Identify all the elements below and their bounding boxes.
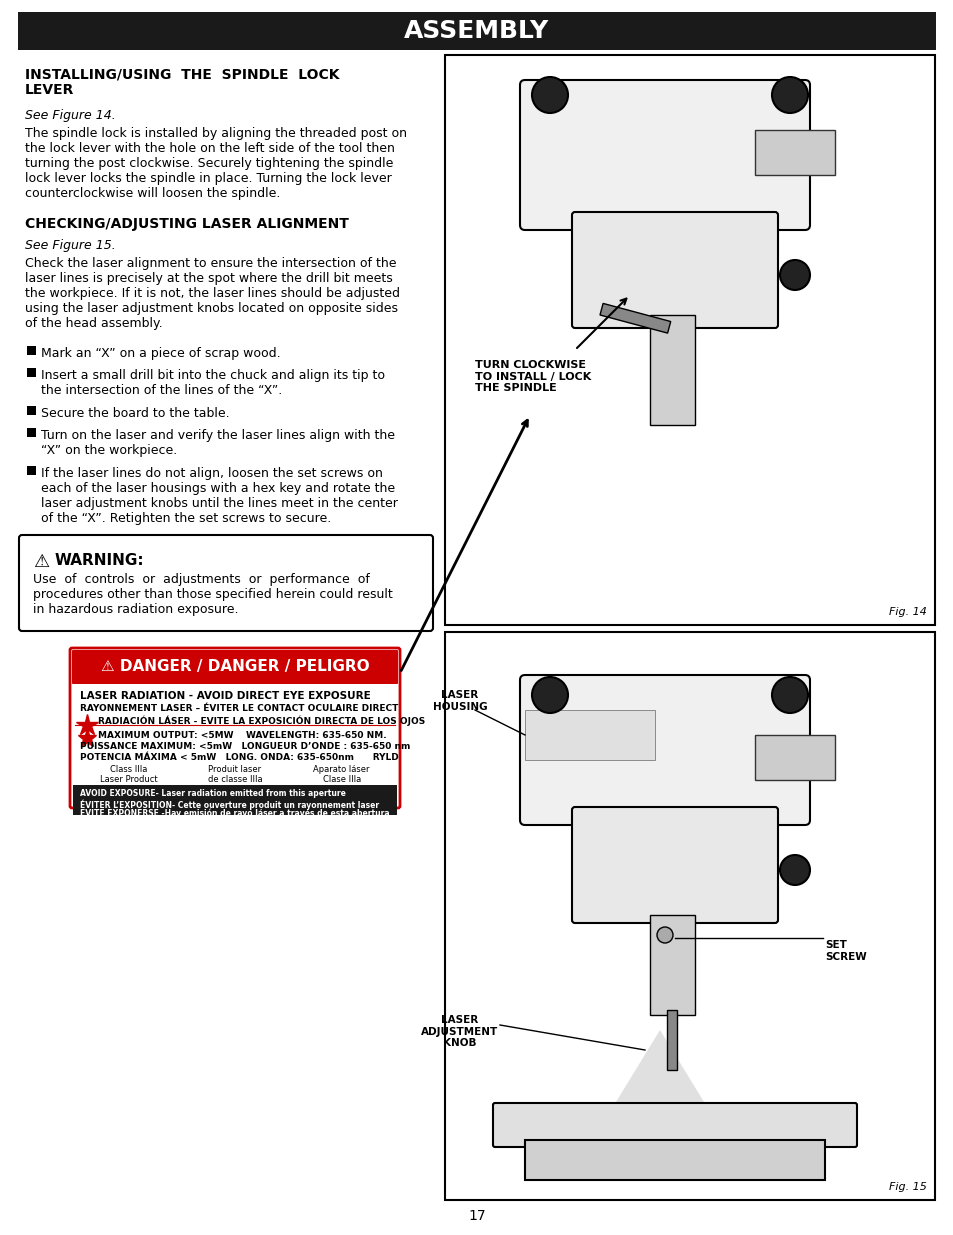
Bar <box>27 429 36 437</box>
FancyBboxPatch shape <box>572 212 778 329</box>
Text: LASER RADIATION - AVOID DIRECT EYE EXPOSURE: LASER RADIATION - AVOID DIRECT EYE EXPOS… <box>80 692 371 701</box>
Text: SET
SCREW: SET SCREW <box>824 940 866 962</box>
Text: POTENCIA MÁXIMA < 5mW   LONG. ONDA: 635-650nm      RYLD: POTENCIA MÁXIMA < 5mW LONG. ONDA: 635-65… <box>80 753 398 762</box>
Bar <box>666 1010 677 1070</box>
Bar <box>524 710 655 760</box>
Text: EVITE EXPONERSE -Hay emisión de rayo láser a través de esta abertura: EVITE EXPONERSE -Hay emisión de rayo lás… <box>80 809 389 819</box>
Text: PUISSANCE MAXIMUM: <5mW   LONGUEUR D’ONDE : 635‑650 nm: PUISSANCE MAXIMUM: <5mW LONGUEUR D’ONDE … <box>80 742 410 751</box>
Bar <box>444 56 934 625</box>
FancyBboxPatch shape <box>519 80 809 230</box>
Bar <box>27 346 36 354</box>
Text: ⚠ DANGER / DANGER / PELIGRO: ⚠ DANGER / DANGER / PELIGRO <box>101 658 369 673</box>
Text: LASER
HOUSING: LASER HOUSING <box>433 690 487 711</box>
Bar <box>73 785 396 815</box>
Circle shape <box>780 261 809 290</box>
Text: The spindle lock is installed by aligning the threaded post on
the lock lever wi: The spindle lock is installed by alignin… <box>25 127 407 200</box>
FancyBboxPatch shape <box>70 648 399 808</box>
Text: Mark an “X” on a piece of scrap wood.: Mark an “X” on a piece of scrap wood. <box>41 347 280 359</box>
Polygon shape <box>604 1030 714 1120</box>
Text: Use  of  controls  or  adjustments  or  performance  of
procedures other than th: Use of controls or adjustments or perfor… <box>33 573 393 616</box>
Bar <box>649 915 695 1015</box>
Text: Aparato láser: Aparato láser <box>314 764 370 774</box>
Bar <box>524 1140 824 1179</box>
Text: RADIACIÓN LÁSER - EVITE LA EXPOSICIÓN DIRECTA DE LOS OJOS: RADIACIÓN LÁSER - EVITE LA EXPOSICIÓN DI… <box>98 715 425 725</box>
Text: See Figure 14.: See Figure 14. <box>25 109 115 122</box>
Text: RAYONNEMENT LASER – ÉVITER LE CONTACT OCULAIRE DIRECT: RAYONNEMENT LASER – ÉVITER LE CONTACT OC… <box>80 704 398 713</box>
Text: LASER
ADJUSTMENT
KNOB: LASER ADJUSTMENT KNOB <box>421 1015 498 1049</box>
FancyBboxPatch shape <box>519 676 809 825</box>
Text: Insert a small drill bit into the chuck and align its tip to
the intersection of: Insert a small drill bit into the chuck … <box>41 369 385 396</box>
Circle shape <box>771 677 807 713</box>
Text: INSTALLING/USING  THE  SPINDLE  LOCK
LEVER: INSTALLING/USING THE SPINDLE LOCK LEVER <box>25 67 339 98</box>
Circle shape <box>657 927 672 944</box>
Text: ⚠: ⚠ <box>33 553 49 571</box>
FancyBboxPatch shape <box>19 535 433 631</box>
Text: Class IIIa: Class IIIa <box>110 764 147 774</box>
Text: MAXIMUM OUTPUT: <5MW    WAVELENGTH: 635-650 NM.: MAXIMUM OUTPUT: <5MW WAVELENGTH: 635-650… <box>98 731 386 740</box>
Text: Fig. 14: Fig. 14 <box>888 606 926 618</box>
Bar <box>27 406 36 415</box>
Text: Laser Product: Laser Product <box>99 776 157 784</box>
Text: ASSEMBLY: ASSEMBLY <box>404 19 549 43</box>
Circle shape <box>771 77 807 112</box>
Bar <box>27 466 36 475</box>
FancyBboxPatch shape <box>572 806 778 923</box>
Text: de classe IIIa: de classe IIIa <box>208 776 262 784</box>
Circle shape <box>780 855 809 885</box>
Text: Fig. 15: Fig. 15 <box>888 1182 926 1192</box>
Bar <box>649 315 695 425</box>
Text: WARNING:: WARNING: <box>55 553 145 568</box>
FancyBboxPatch shape <box>18 12 935 49</box>
Text: 17: 17 <box>468 1209 485 1223</box>
Text: If the laser lines do not align, loosen the set screws on
each of the laser hous: If the laser lines do not align, loosen … <box>41 467 397 525</box>
Bar <box>27 368 36 377</box>
Text: TURN CLOCKWISE
TO INSTALL / LOCK
THE SPINDLE: TURN CLOCKWISE TO INSTALL / LOCK THE SPI… <box>475 359 591 393</box>
Circle shape <box>532 677 567 713</box>
Text: Check the laser alignment to ensure the intersection of the
laser lines is preci: Check the laser alignment to ensure the … <box>25 257 399 330</box>
Bar <box>599 304 670 333</box>
Bar <box>444 632 934 1200</box>
Text: Produit laser: Produit laser <box>208 764 261 774</box>
FancyBboxPatch shape <box>493 1103 856 1147</box>
Text: See Figure 15.: See Figure 15. <box>25 240 115 252</box>
Text: Clase IIIa: Clase IIIa <box>322 776 360 784</box>
Text: Secure the board to the table.: Secure the board to the table. <box>41 408 230 420</box>
Text: AVOID EXPOSURE- Laser radiation emitted from this aperture: AVOID EXPOSURE- Laser radiation emitted … <box>80 789 346 798</box>
Text: Turn on the laser and verify the laser lines align with the
“X” on the workpiece: Turn on the laser and verify the laser l… <box>41 429 395 457</box>
Text: CHECKING/ADJUSTING LASER ALIGNMENT: CHECKING/ADJUSTING LASER ALIGNMENT <box>25 217 349 231</box>
Text: ÉVITER L’EXPOSITION- Cette ouverture produit un rayonnement laser: ÉVITER L’EXPOSITION- Cette ouverture pro… <box>80 799 378 809</box>
Bar <box>754 735 834 781</box>
FancyBboxPatch shape <box>71 650 397 684</box>
Bar <box>754 130 834 175</box>
Circle shape <box>532 77 567 112</box>
